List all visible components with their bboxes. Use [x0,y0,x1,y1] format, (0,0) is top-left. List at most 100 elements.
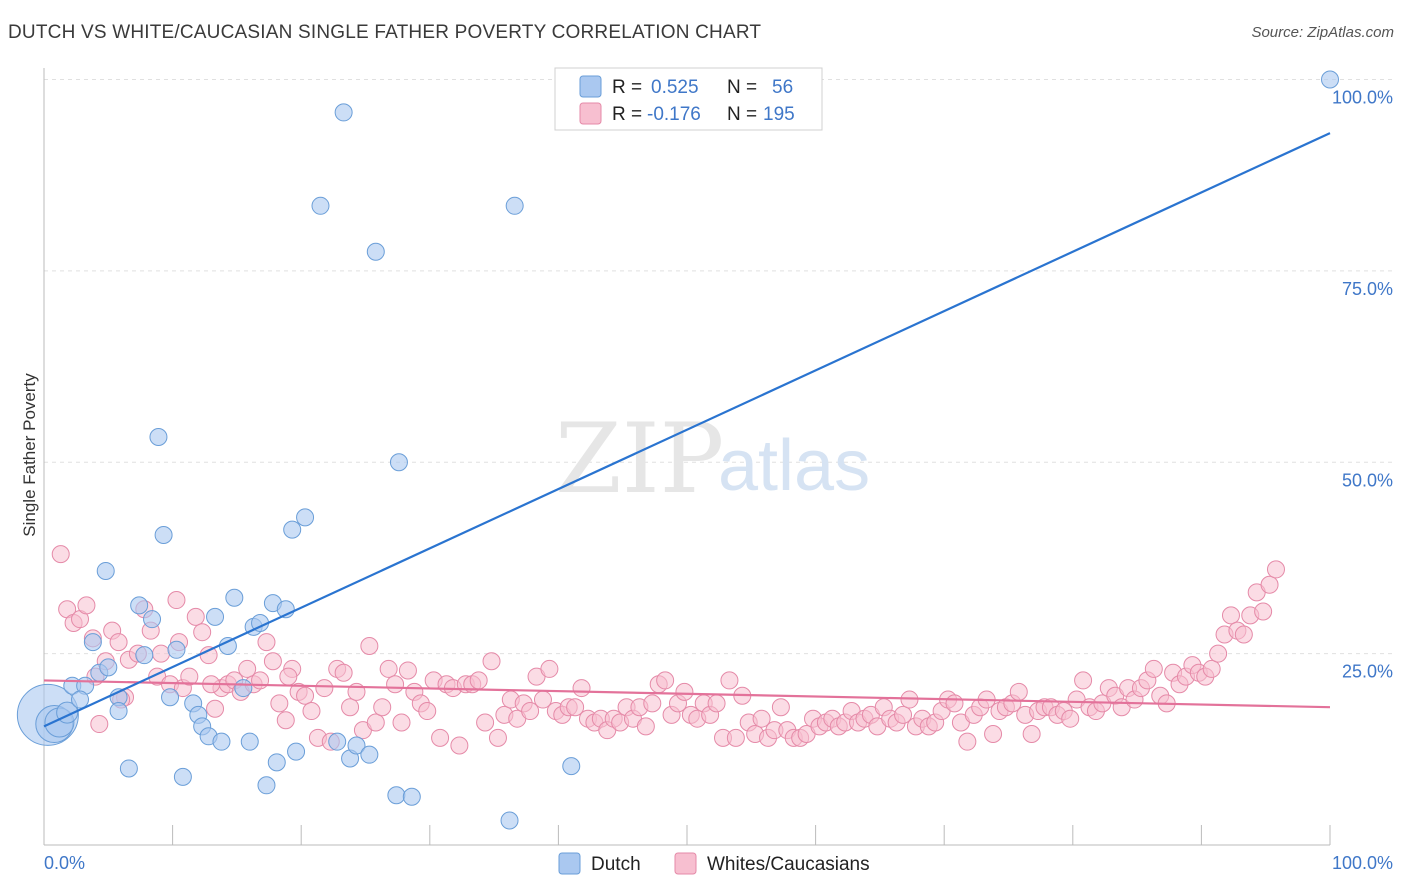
whites-point-145 [984,725,1003,744]
grid-lines [44,79,1395,655]
dutch-point-49 [389,453,408,472]
dutch-point-46 [360,745,379,764]
x-tick-label-max: 100.0% [1332,853,1393,873]
dutch-point-17 [149,427,168,446]
y-tick-label-3: 100.0% [1332,88,1393,108]
whites-point-49 [366,713,385,732]
dutch-point-53 [562,757,581,776]
x-tick-label-min: 0.0% [44,853,85,873]
legend-bottom-whites-label: Whites/Caucasians [707,854,870,875]
dutch-point-31 [240,732,259,751]
whites-point-53 [392,713,411,732]
legend-dutch-r-value: 0.525 [651,77,699,98]
source-label: Source: ZipAtlas.com [1251,24,1394,41]
series-whites-points [51,545,1285,755]
whites-point-97 [675,682,694,701]
whites-point-44 [334,663,353,682]
whites-point-59 [431,728,450,747]
whites-point-131 [894,705,913,724]
dutch-point-7 [83,633,102,652]
legend-whites-swatch [579,102,602,125]
whites-point-94 [656,671,675,690]
whites-point-81 [572,679,591,698]
whites-point-194 [279,667,298,686]
dutch-point-28 [218,636,237,655]
watermark: ZIP atlas [555,403,870,515]
dutch-point-6 [71,690,90,709]
legend-bottom: Dutch Whites/Caucasians [558,852,870,875]
dutch-point-18 [154,525,173,544]
legend-bottom-whites-swatch [674,852,697,875]
x-tick-labels: 0.0% 100.0% [44,853,1393,873]
whites-point-141 [958,732,977,751]
whites-point-32 [257,633,276,652]
whites-point-0 [51,545,70,564]
whites-point-31 [251,671,270,690]
whites-point-109 [752,709,771,728]
whites-point-76 [540,659,559,678]
dutch-point-39 [287,742,306,761]
dutch-trend-line [43,132,1331,728]
dutch-point-36 [267,753,286,772]
whites-point-34 [270,694,289,713]
dutch-point-27 [212,732,231,751]
legend-bottom-dutch-swatch [558,852,581,875]
dutch-point-42 [328,732,347,751]
legend-whites-r-value: -0.176 [647,104,701,125]
whites-point-182 [1221,606,1240,625]
dutch-point-21 [173,767,192,786]
series-dutch-points [16,70,1339,830]
legend-whites-r-label: R = [612,104,642,125]
watermark-zip: ZIP [555,403,724,515]
whites-point-170 [1144,659,1163,678]
dutch-point-13 [119,759,138,778]
dutch-point-48 [387,786,406,805]
dutch-point-40 [296,508,315,527]
dutch-point-29 [225,588,244,607]
whites-point-151 [1022,725,1041,744]
whites-point-20 [180,667,199,686]
dutch-point-41 [311,196,330,215]
whites-point-18 [167,591,186,610]
whites-point-41 [315,679,334,698]
whites-point-112 [771,698,790,717]
dutch-point-52 [505,196,524,215]
dutch-point-12 [109,702,128,721]
whites-point-50 [373,698,392,717]
legend-dutch-n-label: N = [727,77,757,98]
whites-point-179 [1202,659,1221,678]
legend-dutch-swatch [579,75,602,98]
whites-point-159 [1074,671,1093,690]
legend-whites-n-label: N = [727,104,757,125]
dutch-point-19 [161,688,180,707]
legend-dutch-n-value: 56 [772,77,793,98]
dutch-point-34 [257,776,276,795]
whites-point-102 [707,694,726,713]
whites-point-65 [469,671,488,690]
whites-point-139 [945,694,964,713]
whites-point-39 [302,702,321,721]
whites-point-22 [193,623,212,642]
legend-dutch-r-label: R = [612,77,642,98]
whites-point-184 [1234,625,1253,644]
legend-whites-n-value: 195 [763,104,795,125]
whites-point-187 [1254,602,1273,621]
whites-point-66 [476,713,495,732]
y-tick-label-2: 75.0% [1342,279,1393,299]
whites-point-52 [386,675,405,694]
whites-point-24 [206,699,225,718]
dutch-point-54 [1321,70,1339,89]
dutch-point-38 [283,520,302,539]
dutch-point-51 [500,811,519,830]
whites-point-21 [186,607,205,626]
whites-point-16 [152,644,171,663]
whites-point-104 [720,671,739,690]
dutch-point-26 [206,607,225,626]
y-tick-labels: 25.0% 50.0% 75.0% 100.0% [1332,88,1393,682]
whites-point-38 [296,686,315,705]
y-tick-label-1: 50.0% [1342,470,1393,490]
dutch-point-20 [167,640,186,659]
watermark-atlas: atlas [718,426,870,506]
whites-point-62 [450,736,469,755]
dutch-point-9 [99,658,118,677]
